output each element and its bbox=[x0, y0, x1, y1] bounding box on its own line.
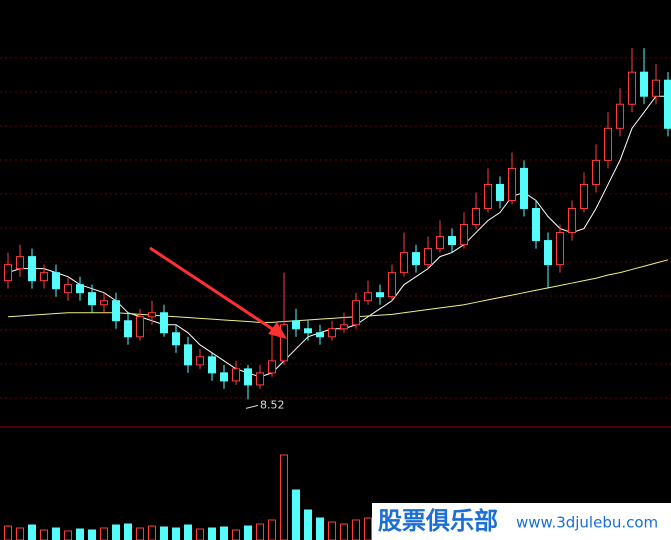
grid bbox=[0, 57, 671, 399]
volume-bar bbox=[4, 525, 12, 540]
volume-bar bbox=[352, 519, 360, 540]
volume-bar bbox=[256, 523, 264, 540]
candle-body bbox=[52, 272, 60, 290]
moving-average bbox=[7, 95, 668, 378]
candle-body bbox=[40, 272, 48, 282]
volume-bar bbox=[244, 525, 252, 540]
volume-bar bbox=[268, 519, 276, 540]
candle-body bbox=[280, 324, 288, 362]
volume-bar bbox=[340, 523, 348, 540]
candle-body bbox=[364, 292, 372, 302]
candle-body bbox=[268, 360, 276, 374]
candle-body bbox=[580, 183, 588, 209]
candle-body bbox=[160, 312, 168, 334]
volume-bar bbox=[280, 454, 288, 540]
volume-bar bbox=[76, 528, 84, 540]
volume-bar bbox=[304, 509, 312, 540]
candle-body bbox=[256, 372, 264, 386]
arrow-head bbox=[268, 322, 287, 339]
candle-body bbox=[664, 79, 671, 129]
candle-body bbox=[568, 207, 576, 234]
candle-body bbox=[220, 372, 228, 382]
candle-body bbox=[244, 368, 252, 386]
candle-body bbox=[88, 292, 96, 306]
candle-body bbox=[100, 300, 108, 306]
candle-body bbox=[304, 328, 312, 334]
candle-body bbox=[652, 79, 660, 97]
watermark-title: 股票俱乐部 bbox=[378, 507, 498, 535]
arrow bbox=[149, 246, 281, 336]
candle-body bbox=[16, 256, 24, 270]
candle-body bbox=[376, 292, 384, 298]
candle-body bbox=[508, 167, 516, 201]
candle-body bbox=[328, 328, 336, 338]
candle-body bbox=[604, 127, 612, 161]
watermark-url: www.3djulebu.com bbox=[516, 514, 658, 532]
volume-bar bbox=[136, 527, 144, 540]
candle-body bbox=[148, 312, 156, 318]
candle-body bbox=[4, 264, 12, 282]
watermark-box bbox=[372, 503, 671, 540]
candle-body bbox=[196, 356, 204, 366]
candle-body bbox=[592, 159, 600, 185]
volume-bar bbox=[172, 527, 180, 540]
volume-bar bbox=[220, 526, 228, 540]
volume-bar bbox=[328, 521, 336, 540]
candle-body bbox=[616, 103, 624, 129]
candle-body bbox=[436, 236, 444, 250]
volume-bar bbox=[64, 530, 72, 540]
candle-body bbox=[112, 300, 120, 322]
candle-body bbox=[556, 232, 564, 266]
volume-bar bbox=[112, 524, 120, 540]
moving-average bbox=[7, 259, 669, 323]
candle-body bbox=[28, 256, 36, 282]
candle-body bbox=[520, 167, 528, 209]
candle-body bbox=[340, 324, 348, 330]
volume-bar bbox=[40, 529, 48, 540]
candle-body bbox=[64, 284, 72, 294]
candle-body bbox=[472, 207, 480, 226]
volume-bar bbox=[16, 527, 24, 540]
candle-body bbox=[400, 252, 408, 274]
candle-body bbox=[424, 248, 432, 266]
volume-bar bbox=[208, 527, 216, 540]
candle-body bbox=[628, 71, 636, 105]
candle-body bbox=[316, 332, 324, 338]
candle-body bbox=[136, 316, 144, 338]
volume-bar bbox=[184, 524, 192, 540]
volume-bar bbox=[124, 523, 132, 540]
candle-body bbox=[412, 252, 420, 266]
candle-body bbox=[544, 240, 552, 266]
candle-body bbox=[448, 236, 456, 246]
candle-body bbox=[232, 368, 240, 382]
volume-bar bbox=[100, 527, 108, 540]
volume-bar bbox=[148, 525, 156, 540]
candle-body bbox=[208, 356, 216, 374]
candle-body bbox=[496, 183, 504, 201]
candle-body bbox=[292, 320, 300, 330]
candle-body bbox=[532, 207, 540, 242]
candle-body bbox=[76, 284, 84, 294]
volume-bar bbox=[364, 517, 372, 540]
candle-body bbox=[172, 332, 180, 346]
candle-body bbox=[460, 224, 468, 246]
volume-bar bbox=[52, 527, 60, 540]
candle-body bbox=[640, 71, 648, 97]
volume-bar bbox=[292, 489, 300, 540]
volume-bar bbox=[316, 517, 324, 540]
candle-body bbox=[124, 320, 132, 338]
volume-bar bbox=[160, 526, 168, 540]
candle-body bbox=[352, 300, 360, 326]
candle-body bbox=[388, 272, 396, 298]
candle-body bbox=[184, 344, 192, 366]
volume-bar bbox=[232, 529, 240, 540]
volume-bar bbox=[88, 529, 96, 540]
low-annotation: 8.52 bbox=[260, 398, 285, 411]
low-pointer bbox=[245, 404, 259, 409]
volume-bar bbox=[196, 528, 204, 540]
candle-body bbox=[484, 183, 492, 209]
volume-bar bbox=[28, 524, 36, 540]
